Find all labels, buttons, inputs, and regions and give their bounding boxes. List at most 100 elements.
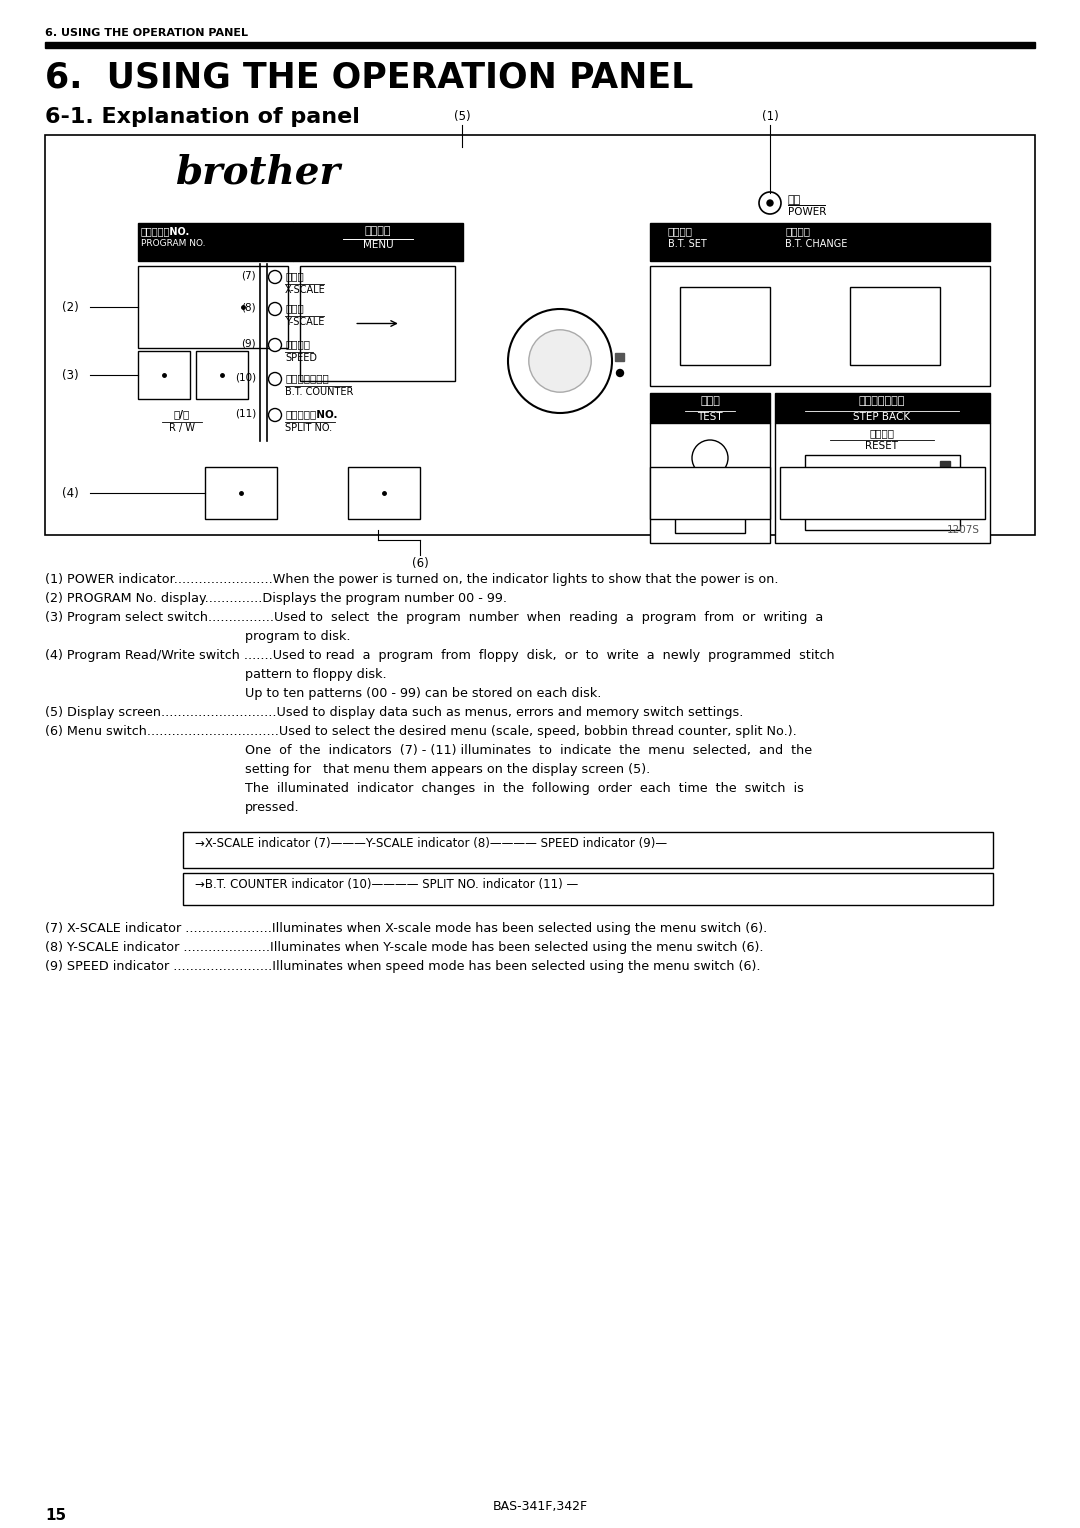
Text: 下糸設定: 下糸設定: [669, 226, 693, 235]
Bar: [650, 393, 770, 423]
Text: 下糸カウンター: 下糸カウンター: [285, 373, 328, 384]
Text: program to disk.: program to disk.: [245, 630, 351, 643]
Circle shape: [269, 373, 282, 385]
Text: (9) SPEED indicator ........................Illuminates when speed mode has been: (9) SPEED indicator ....................…: [45, 960, 760, 973]
Bar: [138, 266, 288, 348]
Text: テスト: テスト: [700, 396, 720, 406]
Text: (5) Display screen............................Used to display data such as menus: (5) Display screen......................…: [45, 706, 743, 720]
Text: TEST: TEST: [698, 413, 723, 422]
Text: (1) POWER indicator........................When the power is turned on, the indi: (1) POWER indicator.....................…: [45, 573, 779, 587]
Bar: [205, 468, 276, 520]
Bar: [850, 287, 940, 365]
Text: 15: 15: [45, 1508, 66, 1523]
Text: STEP BACK: STEP BACK: [853, 413, 910, 422]
Text: メニュー: メニュー: [365, 226, 391, 235]
Text: The  illuminated  indicator  changes  in  the  following  order  each  time  the: The illuminated indicator changes in the…: [245, 782, 804, 795]
Bar: [300, 266, 455, 380]
Text: setting for   that menu them appears on the display screen (5).: setting for that menu them appears on th…: [245, 762, 650, 776]
Text: 下糸交換: 下糸交換: [785, 226, 810, 235]
Circle shape: [617, 370, 623, 376]
Bar: [183, 833, 993, 868]
Text: B.T. COUNTER: B.T. COUNTER: [285, 387, 353, 397]
Text: リセット: リセット: [869, 428, 894, 439]
Text: B.T. SET: B.T. SET: [669, 238, 706, 249]
Bar: [775, 393, 990, 423]
Bar: [650, 266, 990, 387]
Text: 1207S: 1207S: [947, 526, 980, 535]
Text: POWER: POWER: [788, 206, 826, 217]
Text: PROGRAM NO.: PROGRAM NO.: [141, 238, 205, 248]
Bar: [780, 468, 985, 520]
Circle shape: [529, 330, 591, 393]
Text: (4) Program Read/Write switch .......Used to read  a  program  from  floppy  dis: (4) Program Read/Write switch .......Use…: [45, 649, 835, 662]
Text: (9): (9): [241, 339, 256, 348]
Text: 縦倍率: 縦倍率: [285, 303, 303, 313]
Text: RESET: RESET: [865, 442, 899, 451]
Text: (4): (4): [62, 486, 79, 500]
Circle shape: [692, 440, 728, 477]
Text: 読/書: 読/書: [174, 410, 190, 419]
Text: 6.  USING THE OPERATION PANEL: 6. USING THE OPERATION PANEL: [45, 60, 693, 95]
Text: R / W: R / W: [168, 423, 195, 432]
Text: (5): (5): [454, 110, 470, 122]
Bar: [293, 223, 463, 261]
Text: Up to ten patterns (00 - 99) can be stored on each disk.: Up to ten patterns (00 - 99) can be stor…: [245, 688, 602, 700]
Text: MENU: MENU: [363, 240, 393, 251]
Text: (1): (1): [761, 110, 779, 122]
Circle shape: [508, 309, 612, 413]
Bar: [650, 423, 770, 542]
Text: (3) Program select switch................Used to  select  the  program  number  : (3) Program select switch...............…: [45, 611, 823, 623]
Text: ステップバック: ステップバック: [859, 396, 905, 406]
Text: pattern to floppy disk.: pattern to floppy disk.: [245, 668, 387, 681]
Text: SPLIT NO.: SPLIT NO.: [285, 423, 333, 432]
Text: (7) X-SCALE indicator .....................Illuminates when X-scale mode has bee: (7) X-SCALE indicator ..................…: [45, 921, 767, 935]
Text: Y-SCALE: Y-SCALE: [285, 316, 324, 327]
Text: X-SCALE: X-SCALE: [285, 286, 326, 295]
Text: B.T. CHANGE: B.T. CHANGE: [785, 238, 848, 249]
Circle shape: [269, 270, 282, 284]
Text: 電源: 電源: [788, 196, 801, 205]
Bar: [805, 455, 960, 530]
Text: (11): (11): [234, 410, 256, 419]
Circle shape: [767, 200, 773, 206]
Text: One  of  the  indicators  (7) - (11) illuminates  to  indicate  the  menu  selec: One of the indicators (7) - (11) illumin…: [245, 744, 812, 756]
Text: SPEED: SPEED: [285, 353, 318, 364]
Text: (7): (7): [241, 270, 256, 281]
Bar: [45, 41, 1035, 47]
Text: (3): (3): [62, 368, 79, 382]
Bar: [615, 353, 624, 361]
Bar: [675, 487, 745, 533]
Circle shape: [940, 474, 950, 483]
Text: (10): (10): [234, 373, 256, 384]
Bar: [183, 872, 993, 905]
Bar: [680, 287, 770, 365]
Text: →X-SCALE indicator (7)———Y-SCALE indicator (8)———— SPEED indicator (9)—: →X-SCALE indicator (7)———Y-SCALE indicat…: [195, 837, 667, 850]
Text: スピード: スピード: [285, 339, 310, 348]
Text: BAS-341F,342F: BAS-341F,342F: [492, 1500, 588, 1513]
Text: 6-1. Explanation of panel: 6-1. Explanation of panel: [45, 107, 360, 127]
Text: pressed.: pressed.: [245, 801, 299, 814]
Bar: [940, 461, 950, 469]
Bar: [650, 223, 990, 261]
Text: →B.T. COUNTER indicator (10)———— SPLIT NO. indicator (11) —: →B.T. COUNTER indicator (10)———— SPLIT N…: [195, 879, 578, 891]
Text: 横倍率: 横倍率: [285, 270, 303, 281]
Bar: [348, 468, 420, 520]
Bar: [650, 468, 770, 520]
Circle shape: [269, 303, 282, 315]
Bar: [138, 223, 293, 261]
Circle shape: [759, 193, 781, 214]
Bar: [138, 351, 190, 399]
Text: プログラムNO.: プログラムNO.: [141, 226, 190, 235]
Text: (2): (2): [62, 301, 79, 313]
Circle shape: [269, 408, 282, 422]
Bar: [775, 423, 990, 542]
Text: (6): (6): [411, 558, 429, 570]
Text: スプリットNO.: スプリットNO.: [285, 410, 337, 419]
Text: (6) Menu switch................................Used to select the desired menu (: (6) Menu switch.........................…: [45, 724, 797, 738]
Text: 6. USING THE OPERATION PANEL: 6. USING THE OPERATION PANEL: [45, 28, 248, 38]
Text: brother: brother: [175, 153, 340, 191]
Text: (2) PROGRAM No. display..............Displays the program number 00 - 99.: (2) PROGRAM No. display..............Dis…: [45, 591, 507, 605]
Text: (8): (8): [241, 303, 256, 313]
Circle shape: [269, 339, 282, 351]
Bar: [195, 351, 248, 399]
